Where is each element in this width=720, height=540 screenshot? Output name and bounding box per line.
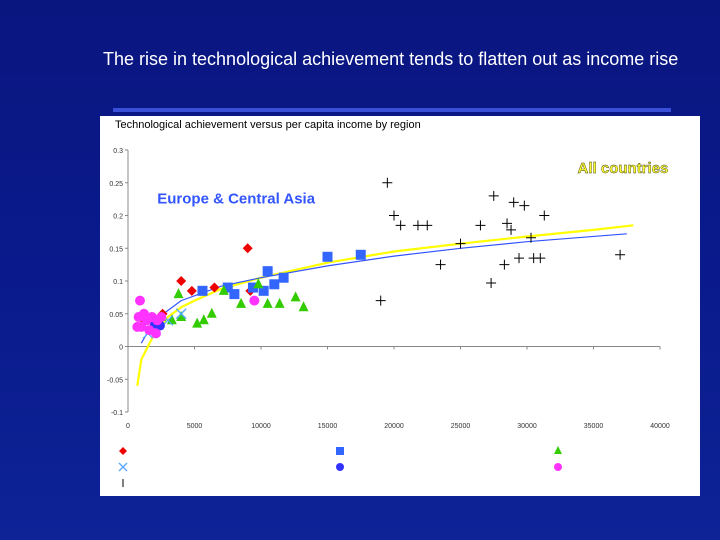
data-point bbox=[175, 308, 187, 320]
data-point bbox=[375, 295, 386, 306]
x-tick-label: 5000 bbox=[187, 423, 203, 430]
data-point bbox=[455, 238, 466, 249]
legend-marker bbox=[118, 462, 128, 472]
data-point bbox=[132, 321, 143, 332]
data-point bbox=[506, 224, 517, 235]
legend-marker bbox=[336, 447, 344, 455]
data-point bbox=[486, 277, 497, 288]
x-tick-label: 10000 bbox=[251, 423, 271, 430]
data-point bbox=[198, 314, 209, 325]
data-point bbox=[502, 218, 513, 229]
legend-label: Middle East & North Africa bbox=[139, 463, 268, 475]
data-point bbox=[535, 253, 546, 264]
y-tick-label: 0.1 bbox=[113, 279, 123, 286]
annotation-europe-central-asia: Europe & Central Asia bbox=[157, 191, 315, 208]
data-point bbox=[133, 312, 144, 323]
data-point bbox=[242, 243, 253, 254]
data-point bbox=[173, 288, 184, 299]
data-point bbox=[389, 210, 399, 221]
legend-label: East Asia & Pacific bbox=[139, 447, 231, 459]
data-point bbox=[508, 197, 519, 208]
legend-marker bbox=[554, 463, 562, 471]
data-point bbox=[209, 282, 220, 293]
y-tick-label: 0.2 bbox=[113, 214, 123, 221]
y-tick-label: -0.1 bbox=[111, 410, 123, 417]
data-point bbox=[278, 272, 289, 283]
chart-area bbox=[100, 116, 700, 496]
data-point bbox=[249, 295, 260, 306]
trend-line bbox=[140, 233, 627, 344]
data-point bbox=[262, 297, 273, 308]
data-point bbox=[519, 200, 530, 211]
title-underline bbox=[113, 108, 671, 112]
data-point bbox=[150, 328, 161, 339]
legend-marker bbox=[554, 446, 562, 454]
y-tick-label: 0.05 bbox=[109, 312, 123, 319]
data-point bbox=[322, 251, 333, 262]
data-point bbox=[539, 210, 550, 221]
x-tick-label: 20000 bbox=[384, 423, 404, 430]
data-point bbox=[525, 232, 536, 243]
x-tick-label: 35000 bbox=[584, 423, 604, 430]
data-point bbox=[615, 249, 626, 260]
legend-label: Sub-Saharan Africa bbox=[574, 463, 670, 475]
data-point bbox=[176, 276, 187, 286]
data-point bbox=[382, 177, 393, 188]
y-tick-label: 0.25 bbox=[109, 181, 123, 188]
data-point bbox=[298, 301, 309, 312]
data-point bbox=[197, 285, 208, 296]
y-tick-label: -0.05 bbox=[107, 377, 123, 384]
data-point bbox=[192, 317, 203, 328]
annotation-all-countries: All countries bbox=[578, 160, 669, 177]
data-point bbox=[475, 220, 486, 231]
data-point bbox=[290, 291, 301, 302]
data-point bbox=[269, 279, 280, 290]
legend-marker bbox=[336, 463, 344, 471]
data-point bbox=[206, 307, 217, 318]
y-tick-label: 0 bbox=[119, 345, 123, 352]
data-point bbox=[218, 284, 229, 295]
chart-title: Technological achievement versus per cap… bbox=[115, 119, 421, 131]
data-point bbox=[156, 312, 167, 323]
y-tick-label: 0.3 bbox=[113, 148, 123, 155]
data-point bbox=[499, 259, 510, 270]
data-point bbox=[134, 295, 145, 306]
x-tick-label: 30000 bbox=[517, 423, 537, 430]
data-point bbox=[422, 220, 433, 231]
x-tick-label: 0 bbox=[126, 423, 130, 430]
data-point bbox=[229, 289, 240, 300]
data-point bbox=[186, 285, 197, 296]
x-tick-label: 25000 bbox=[451, 423, 471, 430]
y-tick-label: 0.15 bbox=[109, 246, 123, 253]
data-point bbox=[274, 297, 285, 308]
legend-marker bbox=[119, 447, 127, 455]
x-tick-label: 40000 bbox=[650, 423, 670, 430]
data-point bbox=[262, 266, 273, 277]
legend-label: Europe & Central Asia bbox=[356, 447, 465, 459]
trend-line bbox=[136, 224, 634, 386]
data-point bbox=[248, 282, 259, 293]
data-point bbox=[435, 259, 446, 270]
slide-title: The rise in technological achievement te… bbox=[103, 49, 679, 69]
data-point bbox=[222, 282, 233, 293]
data-point bbox=[514, 253, 525, 264]
data-point bbox=[355, 249, 366, 260]
data-point bbox=[488, 190, 499, 201]
legend-label: South Asia bbox=[356, 463, 409, 475]
data-point bbox=[176, 311, 187, 322]
data-point bbox=[236, 297, 247, 308]
data-point bbox=[395, 220, 406, 231]
data-point bbox=[253, 278, 264, 289]
x-tick-label: 15000 bbox=[318, 423, 338, 430]
legend-label: High income OECD bbox=[139, 479, 235, 491]
legend-label: Latin America & Cari bbox=[574, 447, 674, 459]
data-point bbox=[258, 285, 269, 296]
data-point bbox=[412, 220, 423, 231]
